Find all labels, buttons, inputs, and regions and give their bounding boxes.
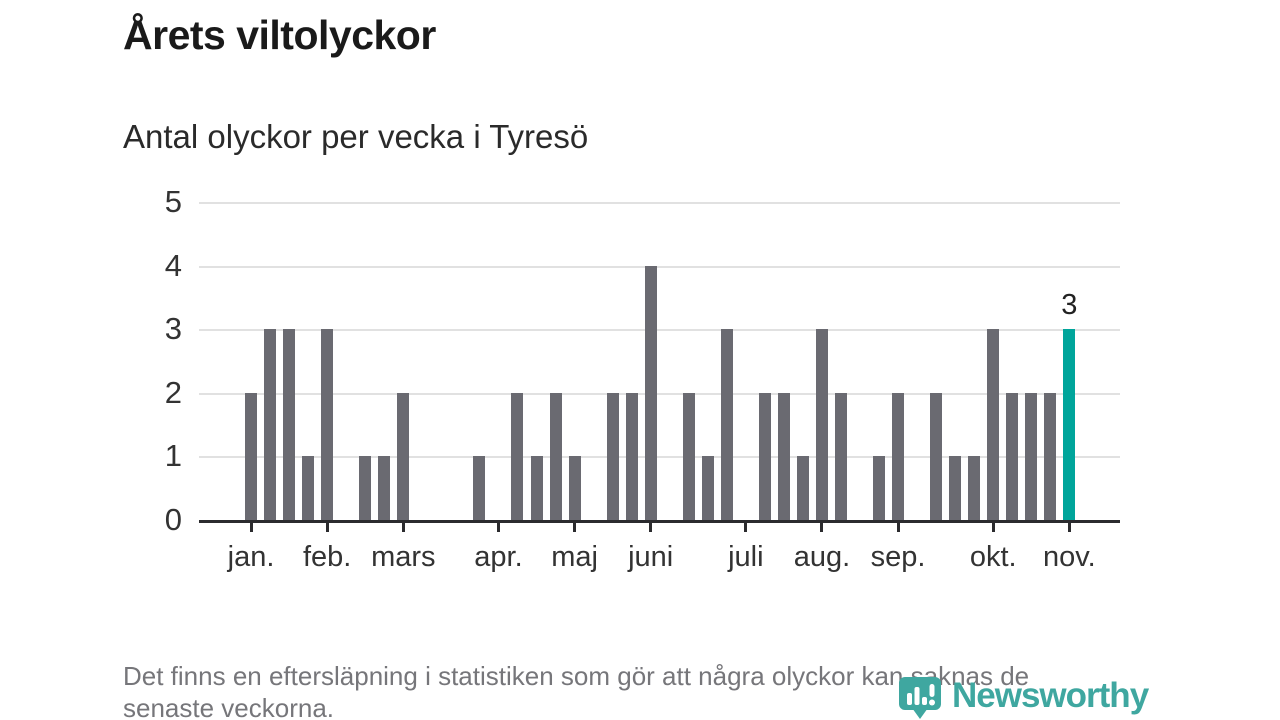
- newsworthy-speech-bubble-bar-chart-icon: [899, 677, 941, 719]
- x-axis-label-apr: apr.: [474, 541, 523, 573]
- bar: [625, 392, 638, 520]
- bar: [283, 329, 296, 520]
- bar: [378, 456, 391, 520]
- x-axis-label-juni: juni: [628, 541, 674, 573]
- bar: [720, 329, 733, 520]
- bar: [949, 456, 962, 520]
- bar: [682, 392, 695, 520]
- bar: [1044, 392, 1057, 520]
- bar: [1025, 392, 1038, 520]
- footnote: Det finns en eftersläpning i statistiken…: [123, 660, 1183, 720]
- y-axis-label-4: 4: [164, 247, 182, 283]
- footnote-line-2: senaste veckorna.: [123, 693, 335, 720]
- x-axis-tick-sep: [896, 523, 900, 532]
- bar: [302, 456, 315, 520]
- x-axis-tick-aug: [820, 523, 824, 532]
- bar: [873, 456, 886, 520]
- x-axis-tick-nov: [1067, 523, 1071, 532]
- y-axis-label-0: 0: [164, 502, 182, 537]
- bar: [511, 392, 524, 520]
- gridline-y-4: [199, 265, 1120, 268]
- x-axis-tick-juli: [744, 523, 748, 532]
- x-axis-label-feb: feb.: [302, 541, 352, 573]
- x-axis-tick-jan: [249, 523, 253, 532]
- bar: [264, 329, 277, 520]
- x-axis-label-sep: sep.: [870, 541, 926, 573]
- bar: [796, 456, 809, 520]
- x-axis-line: [199, 520, 1120, 523]
- bar: [549, 392, 562, 520]
- gridline-y-1: [199, 456, 1120, 459]
- highlight-value-label: 3: [1061, 289, 1078, 321]
- newsworthy-logo: Newsworthy: [898, 676, 1149, 720]
- x-axis-label-juli: juli: [728, 541, 764, 573]
- bar: [1006, 392, 1019, 520]
- x-axis-tick-okt: [991, 523, 995, 532]
- bar: [758, 392, 771, 520]
- x-axis-tick-feb: [325, 523, 329, 532]
- bar: [987, 329, 1000, 520]
- x-axis-tick-maj: [573, 523, 577, 532]
- x-axis-label-maj: maj: [551, 541, 598, 573]
- bar: [834, 392, 847, 520]
- footnote-line-1: Det finns en eftersläpning i statistiken…: [123, 661, 1030, 691]
- bar: [568, 456, 581, 520]
- bar: [930, 392, 943, 520]
- y-axis-label-2: 2: [164, 374, 182, 410]
- newsworthy-wordmark: Newsworthy: [952, 676, 1149, 715]
- bar: [397, 392, 410, 520]
- bar: [644, 265, 657, 520]
- x-axis-tick-mars: [401, 523, 405, 532]
- x-axis-label-jan: jan.: [227, 541, 275, 573]
- bar: [530, 456, 543, 520]
- bar: [892, 392, 905, 520]
- bar: [245, 392, 258, 520]
- gridline-y-2: [199, 392, 1120, 395]
- bar-chart-plot-area: [199, 202, 1120, 520]
- gridline-y-3: [199, 329, 1120, 332]
- x-axis-label-nov: nov.: [1043, 541, 1096, 573]
- x-axis-label-aug: aug.: [793, 541, 851, 573]
- y-axis-label-5: 5: [164, 184, 182, 219]
- x-axis-tick-apr: [496, 523, 500, 532]
- bar: [321, 329, 334, 520]
- bar: [359, 456, 372, 520]
- bar: [606, 392, 619, 520]
- bar-highlighted: [1063, 329, 1076, 520]
- chart-subtitle: Antal olyckor per vecka i Tyresö: [123, 118, 589, 155]
- x-axis-label-mars: mars: [371, 541, 436, 573]
- x-axis-label-okt: okt.: [969, 541, 1017, 573]
- bar: [473, 456, 486, 520]
- x-axis-tick-juni: [649, 523, 653, 532]
- y-axis-label-3: 3: [164, 311, 182, 347]
- bar: [968, 456, 981, 520]
- chart-title: Årets viltolyckor: [123, 12, 436, 58]
- bar: [815, 329, 828, 520]
- bar: [777, 392, 790, 520]
- gridline-y-5: [199, 202, 1120, 204]
- bar: [701, 456, 714, 520]
- y-axis-label-1: 1: [164, 438, 182, 474]
